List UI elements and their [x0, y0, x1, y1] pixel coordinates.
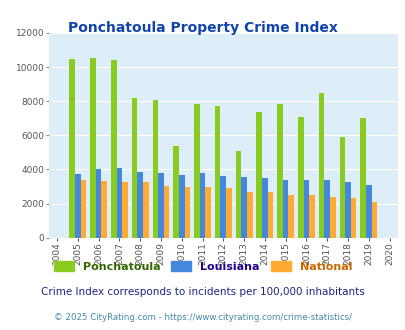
Bar [371, 202, 376, 238]
Bar [163, 185, 169, 238]
Bar [101, 181, 107, 238]
Bar [179, 175, 184, 238]
Legend: Ponchatoula, Louisiana, National: Ponchatoula, Louisiana, National [50, 258, 355, 276]
Bar [246, 191, 252, 238]
Bar [309, 195, 314, 238]
Text: © 2025 CityRating.com - https://www.cityrating.com/crime-statistics/: © 2025 CityRating.com - https://www.city… [54, 313, 351, 322]
Bar [152, 100, 158, 238]
Bar [184, 187, 190, 238]
Bar [267, 192, 273, 238]
Bar [220, 176, 226, 238]
Bar [194, 104, 199, 238]
Bar [90, 58, 96, 238]
Bar [261, 178, 267, 238]
Bar [360, 118, 365, 238]
Bar [122, 182, 128, 238]
Bar [214, 106, 220, 238]
Bar [132, 98, 137, 238]
Text: Crime Index corresponds to incidents per 100,000 inhabitants: Crime Index corresponds to incidents per… [41, 287, 364, 297]
Bar [96, 169, 101, 238]
Bar [288, 195, 293, 238]
Bar [69, 59, 75, 238]
Bar [329, 197, 335, 238]
Bar [199, 173, 205, 238]
Bar [235, 151, 241, 238]
Bar [241, 177, 246, 238]
Bar [143, 182, 148, 238]
Bar [205, 187, 211, 238]
Bar [137, 172, 143, 238]
Bar [324, 180, 329, 238]
Bar [318, 93, 324, 238]
Bar [297, 116, 303, 238]
Bar [81, 180, 86, 238]
Bar [277, 104, 282, 238]
Bar [339, 137, 344, 238]
Bar [226, 188, 231, 238]
Bar [111, 60, 116, 238]
Bar [173, 147, 179, 238]
Bar [75, 174, 81, 238]
Bar [350, 198, 356, 238]
Bar [116, 168, 122, 238]
Bar [282, 181, 288, 238]
Bar [344, 182, 350, 238]
Bar [365, 185, 371, 238]
Bar [256, 112, 261, 238]
Text: Ponchatoula Property Crime Index: Ponchatoula Property Crime Index [68, 21, 337, 35]
Bar [303, 181, 309, 238]
Bar [158, 173, 163, 238]
